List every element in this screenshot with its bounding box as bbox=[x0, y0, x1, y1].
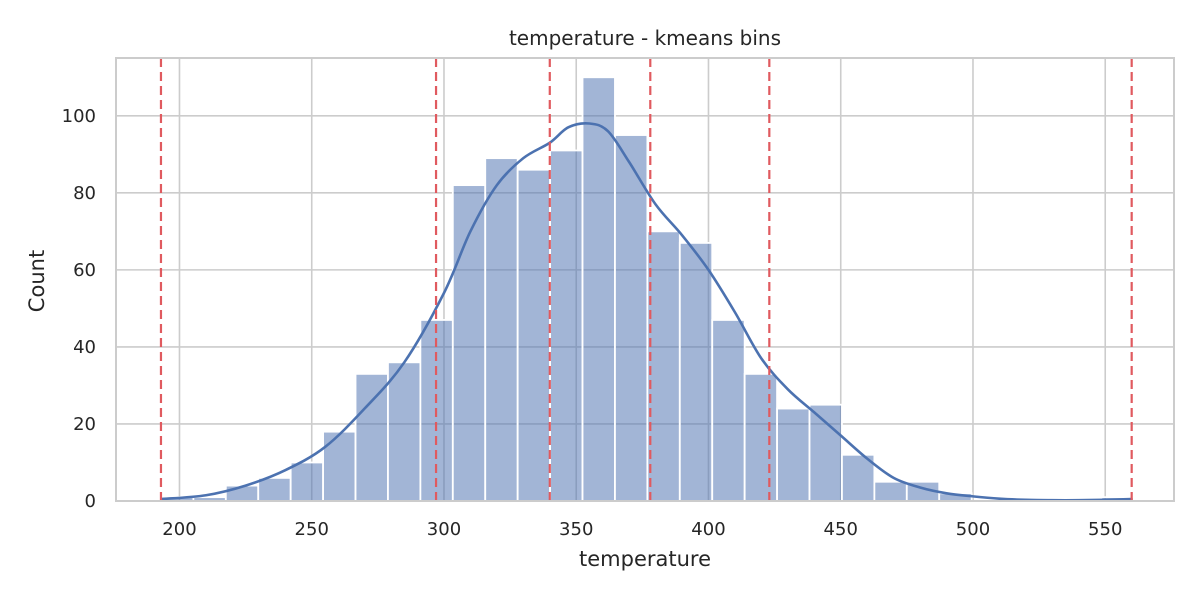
histogram-bar bbox=[678, 242, 714, 502]
histogram-bar bbox=[257, 476, 292, 502]
histogram-bar bbox=[873, 480, 908, 502]
x-tick-label: 350 bbox=[559, 519, 593, 540]
plot-frame bbox=[115, 57, 1175, 502]
histogram-bar bbox=[549, 149, 584, 502]
x-tick-label: 400 bbox=[691, 519, 725, 540]
y-tick-labels: 0 20 40 60 80 100 bbox=[62, 106, 96, 512]
histogram-bar bbox=[776, 407, 811, 502]
x-tick-label: 200 bbox=[162, 519, 196, 540]
y-tick-label: 80 bbox=[73, 183, 96, 204]
histogram-bar bbox=[322, 430, 357, 502]
histogram-bar bbox=[581, 76, 616, 502]
histogram-bar bbox=[646, 230, 681, 502]
x-tick-label: 300 bbox=[427, 519, 461, 540]
histogram-bar bbox=[614, 134, 649, 502]
y-tick-label: 0 bbox=[85, 491, 96, 512]
y-tick-label: 40 bbox=[73, 337, 96, 358]
histogram-bar bbox=[841, 453, 876, 502]
x-tick-label: 250 bbox=[295, 519, 329, 540]
x-tick-label: 450 bbox=[824, 519, 858, 540]
histogram-bars bbox=[160, 76, 1135, 502]
histogram-bar bbox=[484, 157, 519, 502]
x-tick-labels: 200 250 300 350 400 450 500 550 bbox=[162, 519, 1122, 540]
histogram-bar bbox=[516, 168, 551, 502]
histogram-bar bbox=[387, 361, 422, 502]
histogram-bar bbox=[808, 403, 843, 502]
chart-title: temperature - kmeans bins bbox=[509, 26, 781, 50]
kde-curve bbox=[160, 122, 1132, 502]
histogram-bar bbox=[354, 372, 389, 502]
x-tick-label: 500 bbox=[956, 519, 990, 540]
x-tick-label: 550 bbox=[1088, 519, 1122, 540]
y-axis-label: Count bbox=[25, 250, 49, 312]
x-axis-label: temperature bbox=[579, 547, 711, 571]
histogram-bar bbox=[289, 461, 325, 502]
bin-edge-lines bbox=[159, 58, 1133, 501]
histogram-bar bbox=[743, 372, 778, 502]
histogram-bar bbox=[711, 319, 746, 502]
y-tick-label: 100 bbox=[62, 106, 96, 127]
y-tick-label: 20 bbox=[73, 414, 96, 435]
y-tick-label: 60 bbox=[73, 260, 96, 281]
